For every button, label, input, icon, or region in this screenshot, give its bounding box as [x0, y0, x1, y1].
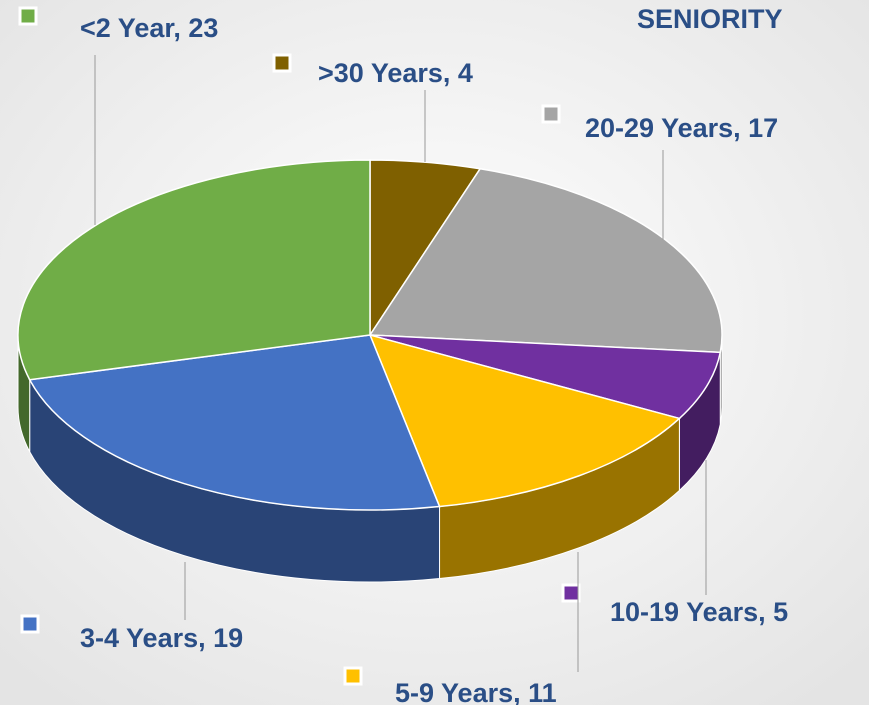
pie-slice [369, 334, 722, 420]
data-label: 3-4 Years, 19 [80, 623, 243, 653]
label-marker [541, 104, 561, 124]
data-label: <2 Year, 23 [80, 13, 218, 43]
label-marker [20, 614, 40, 634]
data-label: 10-19 Years, 5 [610, 597, 788, 627]
label-marker [343, 666, 363, 686]
label-marker [272, 53, 292, 73]
pie-tops [17, 159, 723, 511]
pie-slice [28, 334, 441, 511]
chart-title: SENIORITY [637, 4, 783, 34]
pie-slice [368, 167, 723, 354]
data-label: >30 Years, 4 [318, 58, 473, 88]
label-marker [18, 6, 38, 26]
data-label: 20-29 Years, 17 [585, 113, 778, 143]
data-label: 5-9 Years, 11 [395, 678, 557, 705]
data-labels: >30 Years, 4 20-29 Years, 17 10-19 Years, … [18, 6, 788, 705]
label-marker [561, 583, 581, 603]
pie-slice [17, 159, 371, 381]
pie-slice [368, 333, 681, 508]
